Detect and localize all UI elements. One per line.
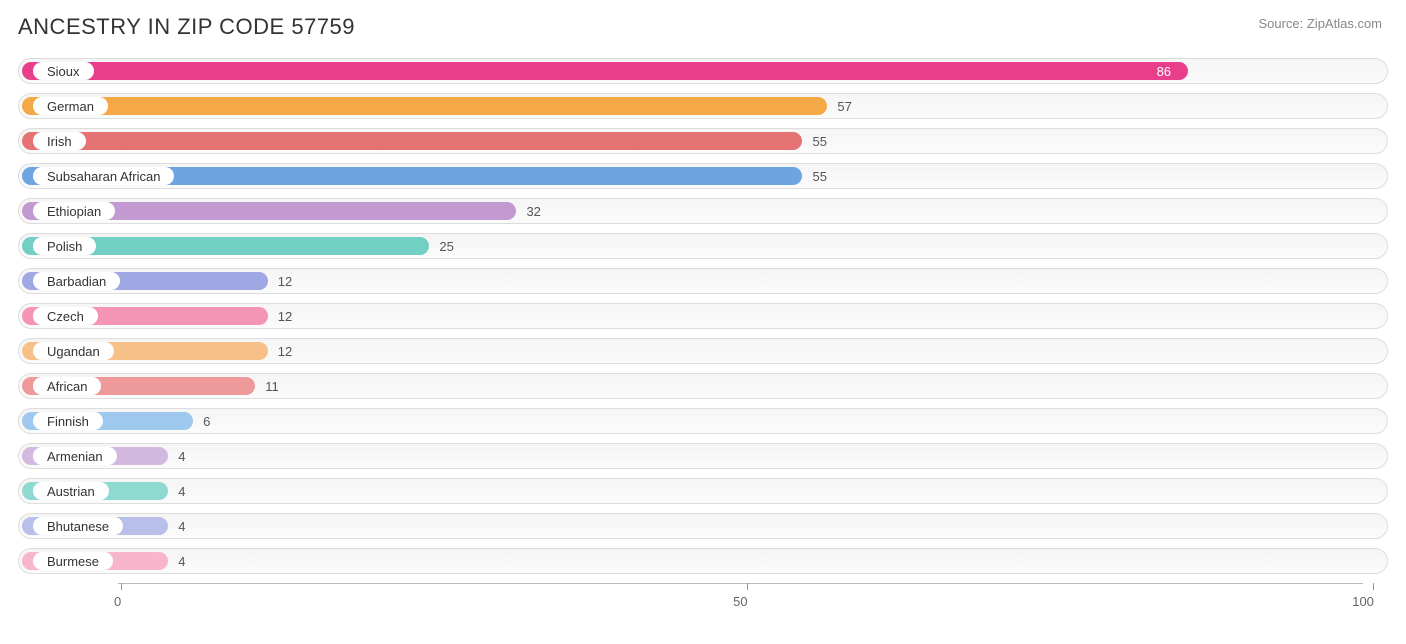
bar-value: 12 xyxy=(268,269,292,293)
bar-fill xyxy=(22,62,1188,80)
bar-fill xyxy=(22,97,827,115)
chart-header: ANCESTRY IN ZIP CODE 57759 Source: ZipAt… xyxy=(0,0,1406,50)
bar-value: 12 xyxy=(268,339,292,363)
axis-tick: 50 xyxy=(740,583,754,609)
tick-mark xyxy=(1373,583,1374,590)
axis-tick: 0 xyxy=(118,583,125,609)
tick-label: 100 xyxy=(1352,594,1374,609)
bar-label: Finnish xyxy=(33,412,103,430)
chart-source: Source: ZipAtlas.com xyxy=(1258,16,1382,31)
bar-track: Barbadian 12 xyxy=(18,268,1388,294)
bar-label: Armenian xyxy=(33,447,117,465)
bar-value: 55 xyxy=(802,164,826,188)
bar-track: Armenian 4 xyxy=(18,443,1388,469)
bar-fill xyxy=(22,132,802,150)
chart-area: Sioux86German57Irish55Subsaharan African… xyxy=(0,50,1406,574)
bar-track: Czech 12 xyxy=(18,303,1388,329)
bar-label: Ugandan xyxy=(33,342,114,360)
bar-label: Burmese xyxy=(33,552,113,570)
tick-mark xyxy=(747,583,748,590)
bar-track: German 57 xyxy=(18,93,1388,119)
bar-track: Sioux 86 xyxy=(18,58,1388,84)
bar-track: Finnish 6 xyxy=(18,408,1388,434)
bar-track: African 11 xyxy=(18,373,1388,399)
bar-value: 4 xyxy=(168,444,185,468)
bar-track: Subsaharan African 55 xyxy=(18,163,1388,189)
bar-label: African xyxy=(33,377,101,395)
x-axis: 0 50 100 xyxy=(18,583,1388,617)
bar-label: Bhutanese xyxy=(33,517,123,535)
bar-track: Polish 25 xyxy=(18,233,1388,259)
bar-label: Polish xyxy=(33,237,96,255)
bar-value: 11 xyxy=(255,374,279,398)
bar-value: 57 xyxy=(827,94,851,118)
bar-track: Irish 55 xyxy=(18,128,1388,154)
axis-tick: 100 xyxy=(1363,583,1385,609)
bar-value: 55 xyxy=(802,129,826,153)
bar-value: 12 xyxy=(268,304,292,328)
bar-value: 25 xyxy=(429,234,453,258)
bar-label: Barbadian xyxy=(33,272,120,290)
bar-track: Burmese 4 xyxy=(18,548,1388,574)
bar-label: Subsaharan African xyxy=(33,167,174,185)
tick-label: 50 xyxy=(733,594,747,609)
bar-label: Ethiopian xyxy=(33,202,115,220)
bar-value: 4 xyxy=(168,549,185,573)
bar-track: Austrian 4 xyxy=(18,478,1388,504)
bar-value: 32 xyxy=(516,199,540,223)
bar-track: Ugandan 12 xyxy=(18,338,1388,364)
chart-title: ANCESTRY IN ZIP CODE 57759 xyxy=(18,14,355,40)
bar-track: Bhutanese 4 xyxy=(18,513,1388,539)
bar-track: Ethiopian 32 xyxy=(18,198,1388,224)
tick-label: 0 xyxy=(114,594,121,609)
bar-label: German xyxy=(33,97,108,115)
bar-value: 4 xyxy=(168,479,185,503)
bar-label: Czech xyxy=(33,307,98,325)
bar-label: Austrian xyxy=(33,482,109,500)
bar-label: Irish xyxy=(33,132,86,150)
bar-value: 6 xyxy=(193,409,210,433)
bars-container: Sioux86German57Irish55Subsaharan African… xyxy=(18,58,1388,574)
bar-value: 86 xyxy=(1157,59,1185,83)
bar-value: 4 xyxy=(168,514,185,538)
tick-mark xyxy=(121,583,122,590)
bar-label: Sioux xyxy=(33,62,94,80)
